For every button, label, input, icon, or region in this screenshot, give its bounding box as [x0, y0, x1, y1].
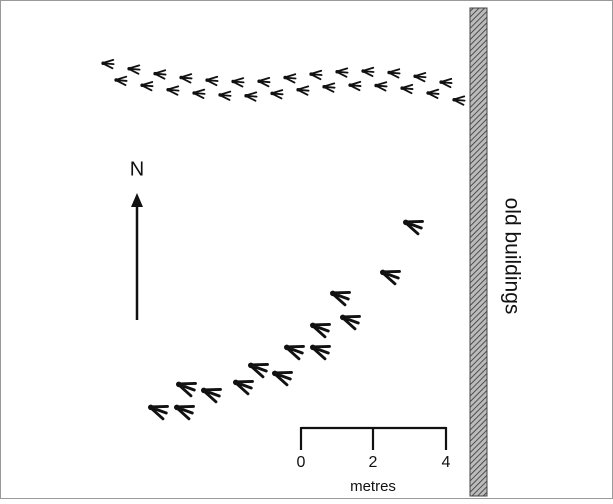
scale-tick-label: 0	[297, 454, 306, 471]
scale-tick-label: 4	[442, 454, 451, 471]
scale-tick-label: 2	[369, 454, 378, 471]
wall-label: old buildings	[500, 198, 523, 315]
north-arrow-head	[131, 193, 143, 207]
scale-bar	[299, 426, 448, 450]
scale-unit: metres	[350, 478, 396, 495]
north-label: N	[130, 158, 144, 180]
wall	[469, 7, 488, 497]
